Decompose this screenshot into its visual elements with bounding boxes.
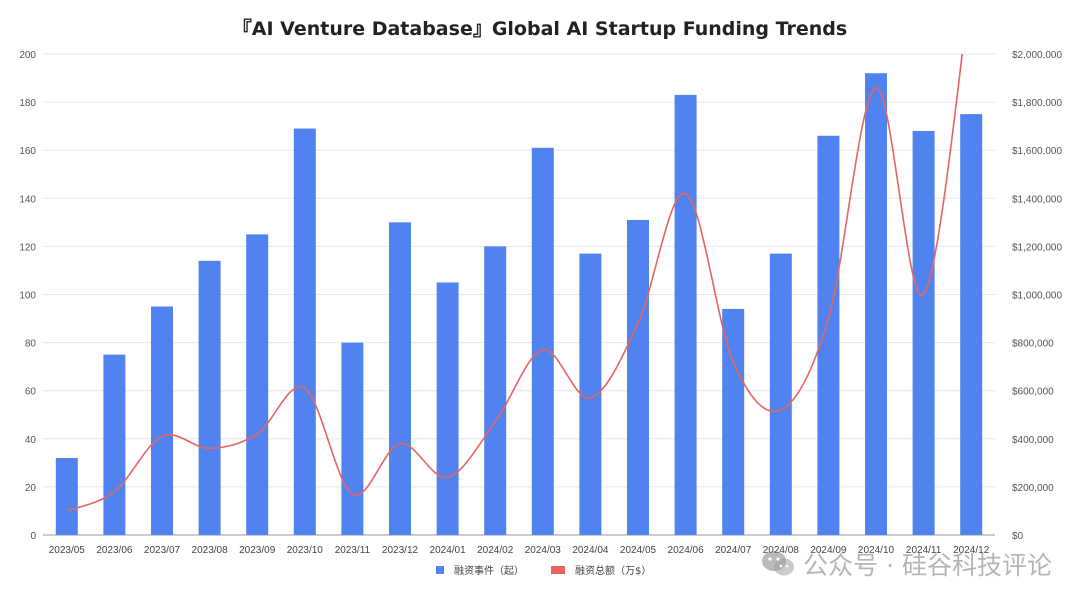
y-right-tick-label: $1,400,000	[1012, 194, 1062, 205]
bar	[436, 282, 459, 535]
bar	[722, 308, 745, 535]
x-tick-label: 2024/08	[763, 545, 800, 556]
y-left-tick-label: 40	[25, 435, 37, 446]
bar	[151, 306, 173, 535]
y-left-tick-label: 120	[19, 242, 36, 253]
x-tick-label: 2024/11	[906, 545, 942, 556]
chart-title: 『AI Venture Database』Global AI Startup F…	[232, 18, 848, 40]
bar	[531, 147, 554, 536]
bar	[817, 135, 840, 535]
y-left-tick-label: 200	[19, 50, 36, 61]
x-tick-label: 2023/10	[287, 545, 324, 556]
x-tick-label: 2024/12	[953, 545, 990, 556]
x-tick-label: 2024/09	[810, 545, 847, 556]
bar	[103, 354, 126, 535]
x-tick-label: 2023/09	[239, 545, 276, 556]
x-tick-label: 2024/06	[668, 545, 705, 556]
x-tick-label: 2024/07	[715, 545, 752, 556]
y-right-tick-label: $800,000	[1012, 339, 1054, 350]
x-tick-label: 2023/11	[335, 545, 371, 556]
y-left-tick-label: 160	[19, 146, 36, 157]
legend-label-bars: 融资事件（起）	[454, 564, 524, 577]
y-right-tick-label: $400,000	[1012, 435, 1054, 446]
x-tick-label: 2023/05	[49, 545, 86, 556]
y-left-tick-label: 80	[25, 339, 37, 350]
bar	[579, 253, 602, 536]
y-right-tick-label: $1,200,000	[1012, 242, 1062, 253]
bar	[960, 114, 983, 535]
bar	[293, 128, 316, 535]
x-tick-label: 2023/12	[382, 545, 419, 556]
y-left-tick-label: 0	[30, 531, 36, 542]
bar	[484, 246, 507, 535]
x-tick-label: 2024/04	[572, 545, 609, 556]
bar	[246, 234, 269, 535]
x-tick-label: 2024/05	[620, 545, 657, 556]
legend-item-line: 融资总额（万$）	[551, 564, 651, 577]
x-tick-label: 2024/01	[430, 545, 467, 556]
x-tick-label: 2023/06	[96, 545, 133, 556]
x-tick-label: 2024/03	[525, 545, 562, 556]
bar	[198, 260, 221, 535]
legend-item-bars: 融资事件（起）	[436, 564, 524, 577]
y-left-tick-label: 180	[19, 98, 36, 109]
y-right-tick-label: $2,000,000	[1012, 50, 1062, 61]
x-tick-label: 2023/08	[192, 545, 229, 556]
legend-swatch-bars	[436, 566, 444, 574]
y-left-tick-label: 140	[19, 194, 36, 205]
bar	[865, 73, 887, 536]
x-tick-label: 2024/02	[477, 545, 514, 556]
y-right-tick-label: $0	[1012, 531, 1024, 542]
y-right-tick-label: $600,000	[1012, 387, 1054, 398]
bar	[627, 219, 649, 535]
y-right-tick-label: $1,800,000	[1012, 98, 1062, 109]
bar	[55, 458, 78, 535]
bar	[912, 130, 935, 535]
legend-label-line: 融资总额（万$）	[575, 564, 651, 577]
y-left-tick-label: 100	[19, 291, 36, 302]
y-right-tick-label: $1,600,000	[1012, 146, 1062, 157]
y-left-tick-label: 20	[25, 483, 37, 494]
x-tick-label: 2024/10	[858, 545, 895, 556]
bar	[769, 253, 792, 536]
y-right-tick-label: $200,000	[1012, 483, 1054, 494]
y-left-tick-label: 60	[25, 387, 37, 398]
bar	[389, 222, 411, 535]
legend-swatch-line	[551, 566, 565, 574]
bar	[341, 342, 364, 535]
y-right-tick-label: $1,000,000	[1012, 291, 1062, 302]
bar	[674, 94, 697, 535]
x-tick-label: 2023/07	[144, 545, 181, 556]
